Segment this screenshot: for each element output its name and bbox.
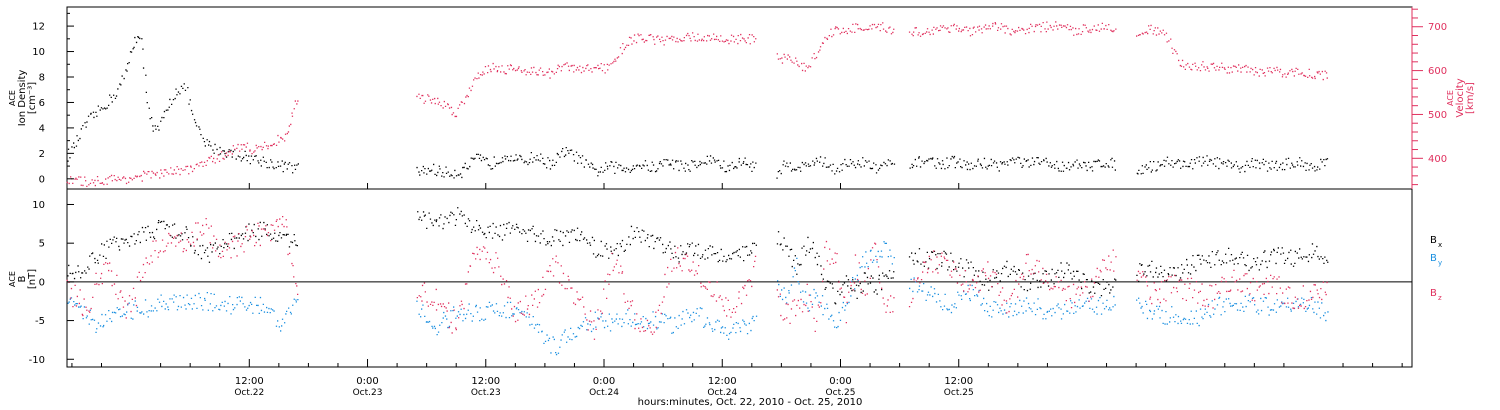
legend-sub-by: y <box>1438 259 1442 267</box>
density-label-line-1: Ion Density <box>17 70 28 127</box>
series-by <box>67 241 1329 356</box>
axes: 024681012400500600700-10-5051012:00Oct.2… <box>29 7 1447 398</box>
x-tick-date-1: Oct.23 <box>353 388 383 398</box>
legend-b-by: B <box>1430 253 1437 264</box>
series-bz <box>66 216 1328 340</box>
density-tick-label-6: 12 <box>32 22 45 33</box>
series-velocity-segment-3 <box>908 21 1117 37</box>
series-density-segment-3 <box>909 155 1116 172</box>
field-label-group: ACE B [nT] <box>8 269 38 289</box>
field-tick-label-4: 10 <box>32 200 45 211</box>
field-tick-label-0: -10 <box>29 355 45 366</box>
series-density-segment-1 <box>416 147 757 179</box>
series-velocity-segment-2 <box>776 22 895 72</box>
velocity-tick-label-3: 700 <box>1428 22 1447 33</box>
x-tick-time-0: 12:00 <box>235 376 264 387</box>
x-axis-label: hours:minutes, Oct. 22, 2010 - Oct. 25, … <box>638 397 863 408</box>
series-bz-segment-3 <box>908 249 1117 314</box>
x-tick-date-6: Oct.25 <box>944 388 974 398</box>
legend-b-bz: B <box>1430 288 1437 299</box>
velocity-label-group: ACE Velocity [km/s] <box>1446 78 1476 117</box>
velocity-tick-label-0: 400 <box>1428 154 1447 165</box>
series-by-segment-0 <box>67 292 299 333</box>
field-tick-label-1: -5 <box>35 316 45 327</box>
x-tick-time-2: 12:00 <box>471 376 500 387</box>
x-tick-date-5: Oct.25 <box>826 388 856 398</box>
series-by-segment-1 <box>416 300 758 356</box>
field-tick-label-2: 0 <box>39 277 45 288</box>
x-tick-time-4: 12:00 <box>708 376 737 387</box>
series-by-segment-4 <box>1136 294 1329 327</box>
x-tick-time-6: 12:00 <box>944 376 973 387</box>
density-label-group: ACE Ion Density [cm⁻³] <box>8 70 38 127</box>
series-by-segment-3 <box>909 277 1116 320</box>
series-bx-segment-4 <box>1136 243 1329 283</box>
x-tick-time-1: 0:00 <box>356 376 378 387</box>
field-label-line-1: B <box>17 275 28 282</box>
density-tick-label-0: 0 <box>39 174 45 185</box>
series-bz-segment-2 <box>776 240 895 332</box>
density-tick-label-5: 10 <box>32 47 45 58</box>
velocity-label-line-0: ACE <box>1446 90 1455 106</box>
series-density-segment-2 <box>776 156 896 179</box>
axis-labels: hours:minutes, Oct. 22, 2010 - Oct. 25, … <box>8 70 1476 408</box>
x-tick-date-2: Oct.23 <box>471 388 501 398</box>
legend-sub-bz: z <box>1438 294 1442 302</box>
series-density <box>67 36 1329 179</box>
x-tick-date-3: Oct.24 <box>589 388 619 398</box>
panel-frames <box>66 6 1413 368</box>
density-tick-label-3: 6 <box>39 98 45 109</box>
series-bx <box>67 207 1329 305</box>
legend-b-bx: B <box>1430 235 1437 246</box>
field-label-line-2: [nT] <box>27 269 38 289</box>
series-bz-segment-4 <box>1136 269 1328 310</box>
x-tick-date-4: Oct.24 <box>707 388 737 398</box>
density-label-line-2: [cm⁻³] <box>27 82 38 114</box>
series-bx-segment-1 <box>417 207 757 263</box>
series-bz-segment-0 <box>66 216 299 319</box>
velocity-label-line-1: Velocity <box>1455 78 1466 117</box>
velocity-label-line-2: [km/s] <box>1465 82 1476 114</box>
legend-sub-bx: x <box>1438 241 1442 249</box>
series-velocity-segment-4 <box>1136 24 1328 81</box>
series-velocity-segment-1 <box>416 32 757 118</box>
density-label-line-0: ACE <box>8 90 17 106</box>
x-tick-date-0: Oct.22 <box>234 388 264 398</box>
series-velocity-segment-0 <box>66 100 299 187</box>
series-bx-segment-3 <box>908 248 1117 297</box>
field-tick-label-3: 5 <box>39 239 45 250</box>
velocity-tick-label-1: 500 <box>1428 110 1447 121</box>
series-density-segment-4 <box>1136 155 1329 175</box>
data-marks <box>66 21 1329 356</box>
series-velocity <box>66 21 1328 187</box>
density-tick-label-4: 8 <box>39 73 45 84</box>
series-density-segment-0 <box>67 36 300 174</box>
velocity-tick-label-2: 600 <box>1428 66 1447 77</box>
series-by-segment-2 <box>777 241 895 329</box>
field-label-line-0: ACE <box>8 271 17 287</box>
density-tick-label-1: 2 <box>39 149 45 160</box>
x-tick-time-3: 0:00 <box>593 376 615 387</box>
x-tick-time-5: 0:00 <box>829 376 851 387</box>
bottom-panel-frame <box>66 188 1413 368</box>
density-tick-label-2: 4 <box>39 123 45 134</box>
